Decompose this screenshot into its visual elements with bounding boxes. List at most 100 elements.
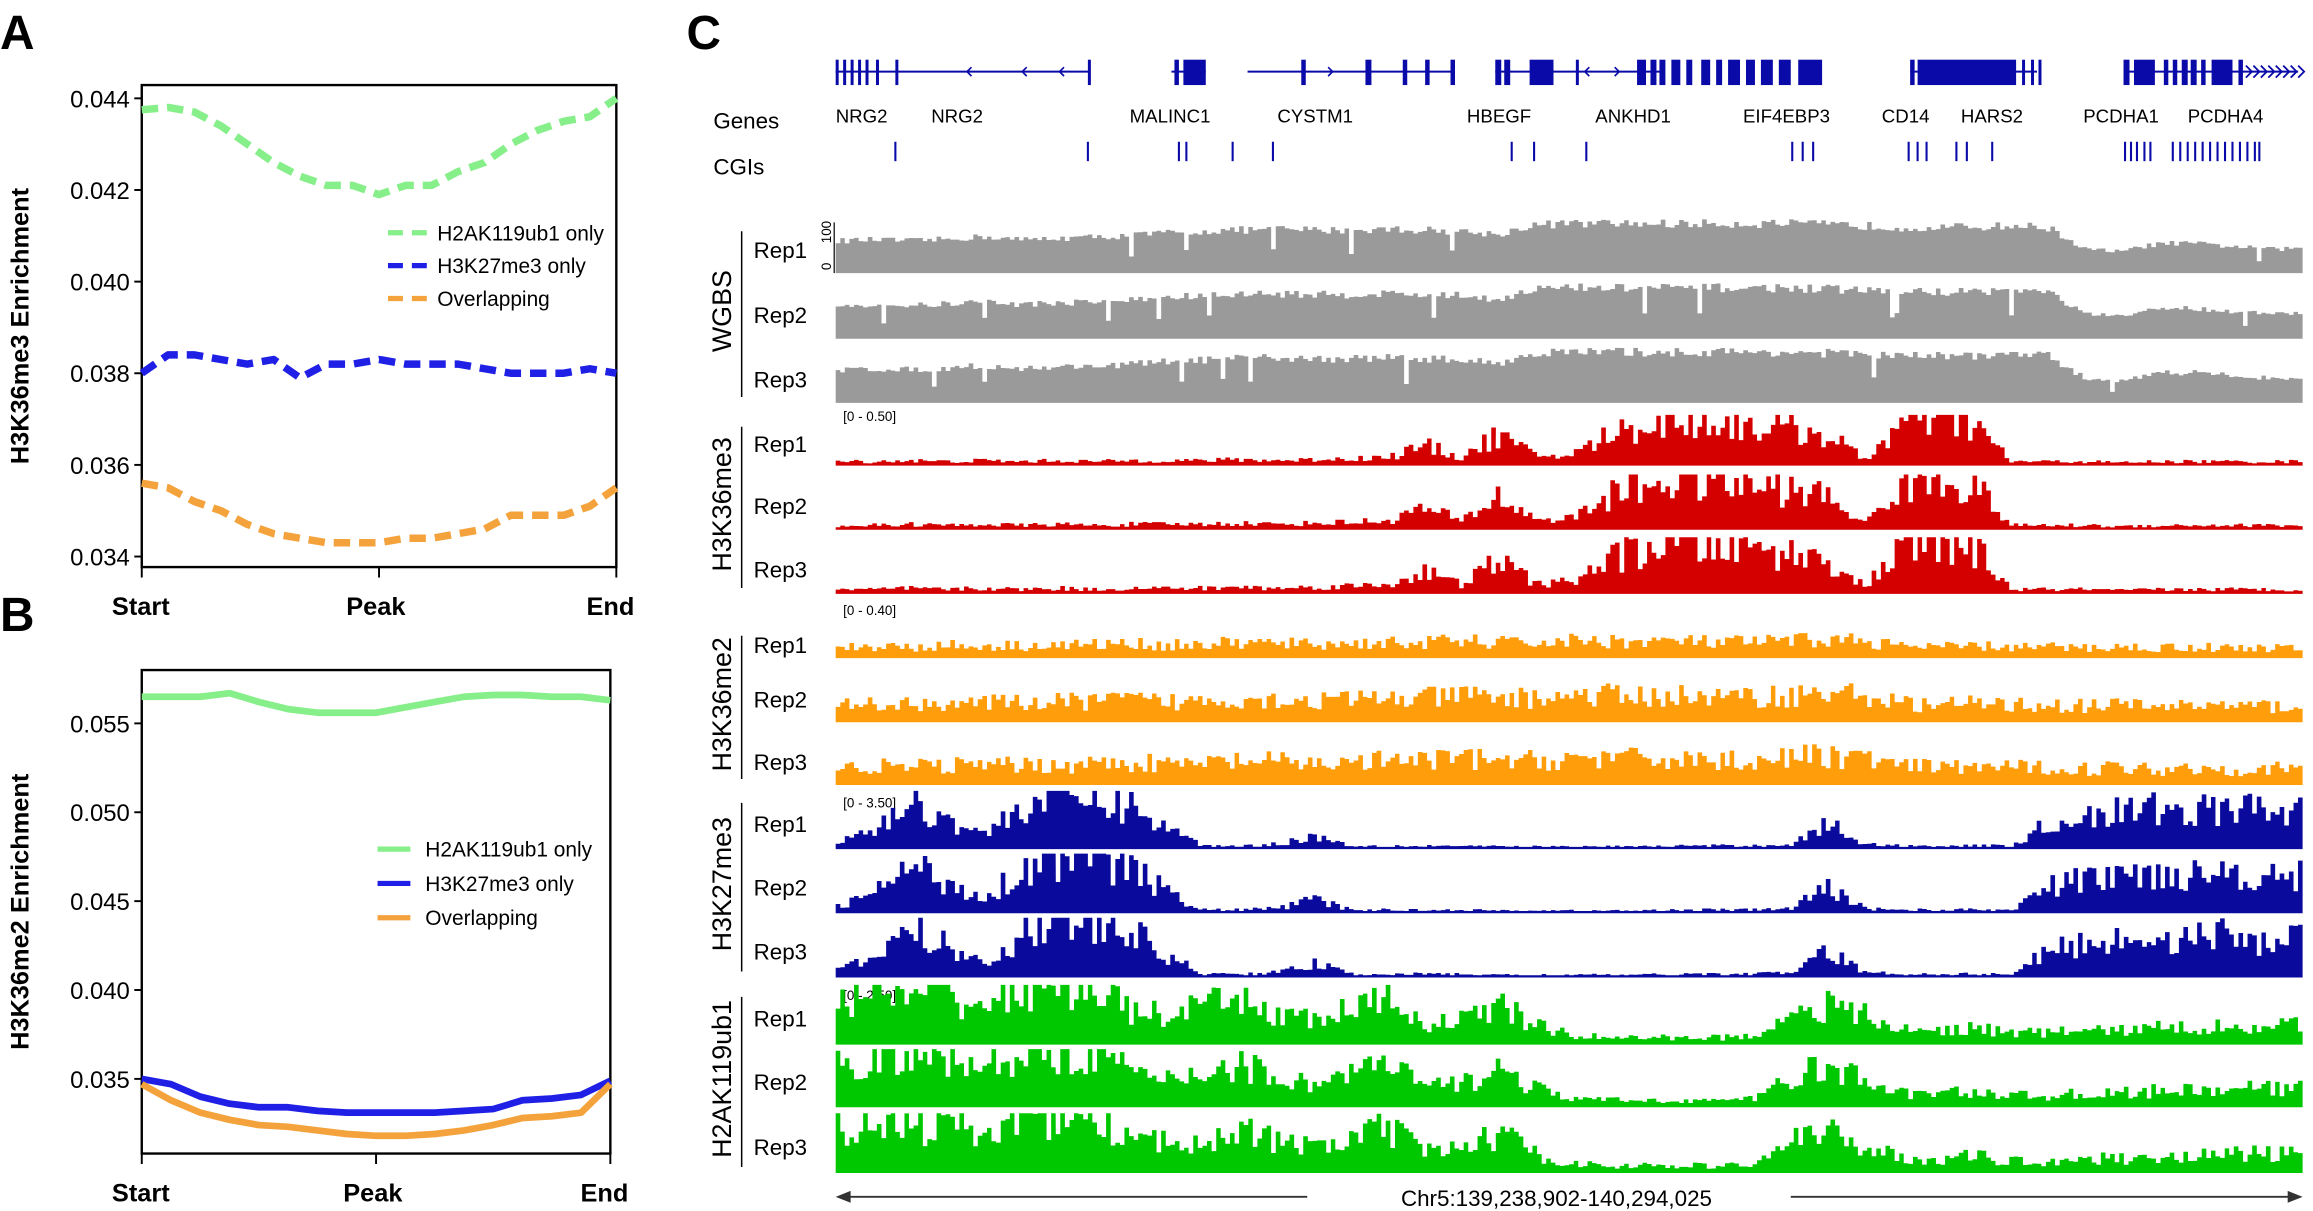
y-tick-label: 0.040 [70,270,130,297]
legend-label: Overlapping [425,907,538,930]
gene-exon [1365,59,1372,86]
strand-arrow-icon [2290,65,2298,79]
track-group-label: WGBS [707,270,737,352]
gene-label: HBEGF [1467,105,1531,126]
cgi-track [894,141,2261,162]
y-tick-label: 0.036 [70,453,130,480]
gene-exon [1716,59,1723,86]
strand-arrow-icon [2267,65,2276,79]
gene-label: MALINC1 [1130,105,1211,126]
gene-exon [2211,59,2233,86]
gene-exon [1798,59,1823,86]
replicate-label: Rep2 [754,687,808,712]
genes-track-label: Genes [713,108,779,133]
genome-browser: Genes CGIs NRG2 NRG2 MALINC1 CYSTM1 HBEGF ANK… [707,59,2306,1210]
gene-exon [1529,59,1554,86]
series-line-h2ak119ub1-only [141,689,611,717]
strand-arrow-icon [1021,66,1028,77]
y-tick-label: 0.038 [70,361,130,388]
track-group-label: H2AK119ub1 [707,1000,737,1158]
gene-exon [2181,59,2188,86]
y-tick-label: 0.034 [70,544,130,571]
series-line-overlapping [141,479,619,547]
strand-arrow-icon [2260,65,2269,79]
gene-exon [835,59,839,86]
gene-exon [875,59,879,86]
panel-label-b: B [0,589,34,642]
replicate-label: Rep2 [754,875,808,900]
wgbs-rep3-signal [835,347,2303,403]
strand-arrow-icon [1058,66,1065,77]
gene-exon [1745,59,1755,86]
gene-exon [1174,59,1179,86]
legend-label: H2AK119ub1 only [437,222,604,245]
gene-exon [1087,59,1091,86]
gene-exon [1637,59,1647,86]
gene-exon [2038,59,2042,86]
arrow-right-icon [2287,1190,2303,1203]
gene-exon [2123,59,2130,86]
gene-exon [843,59,847,86]
track-group-label: H3K36me2 [707,637,737,771]
h3k27me3-rep2-signal [835,853,2303,914]
gene-exon [2163,59,2169,86]
cgis-track-label: CGIs [713,155,764,180]
gene-label: PCDHA4 [2188,105,2264,126]
plot-frame [140,83,618,569]
region-ruler: Chr5:139,238,902-140,294,025 [835,1186,2303,1210]
gene-exon [1760,59,1773,86]
x-tick-label: Start [112,1179,170,1207]
y-tick-label: 0.050 [70,800,130,827]
y-tick-label: 0.035 [70,1067,130,1094]
h2ak119ub1-rep3-signal [835,1113,2303,1173]
track-group-h3k27me3: H3K27me3 [0 - 3.50] Rep1 Rep2 Rep3 [707,790,2303,978]
gene-exon [2190,59,2197,86]
gene-exon [1301,59,1306,86]
chart-a: 0.034 0.036 0.038 0.040 0.042 0.044 Start Peak E… [6,83,634,621]
legend-label: H3K27me3 only [425,873,574,896]
h3k27me3-rep1-signal [835,790,2303,850]
h3k36me2-rep3-signal [835,744,2303,785]
gene-exon [895,59,899,86]
gene-exon [858,59,862,86]
strand-arrow-icon [1327,66,1334,77]
gene-exon [850,59,854,86]
plot-frame [140,668,612,1155]
x-tick-label: Peak [346,593,406,621]
strand-arrow-icon [2252,65,2261,79]
wgbs-rep2-signal [835,283,2303,339]
strand-arrow-icon [1583,66,1590,77]
gene-exon [1425,59,1430,86]
chart-b: 0.035 0.040 0.045 0.050 0.055 Start Peak End H3K… [6,668,629,1207]
gene-exon [1450,59,1455,86]
h2ak119ub1-rep1-signal [835,984,2303,1045]
gene-exon [1701,59,1711,86]
signal-tracks: WGBS 0 100 Rep1 Rep2 Rep3 H3K36me3 [0 - 0.50] Re… [707,219,2303,1173]
gene-exon [2201,59,2206,86]
x-tick-label: End [581,1179,629,1207]
gene-exon [1650,59,1657,86]
replicate-label: Rep2 [754,303,808,328]
legend-label: H3K27me3 only [437,255,586,278]
h3k36me2-rep1-signal [835,633,2303,659]
gene-exon [2238,59,2243,86]
track-group-h3k36me2: H3K36me2 [0 - 0.40] Rep1 Rep2 Rep3 [707,603,2303,785]
x-tick-label: Start [112,593,170,621]
strand-arrow-icon [2245,65,2254,79]
strand-arrow-icon [2297,65,2306,79]
series-line-h3k27me3-only [141,1075,612,1117]
gene-exon [1778,59,1791,86]
track-group-label: H3K36me3 [707,437,737,571]
gene-exon [2133,59,2155,86]
strand-arrow-icon [2275,65,2283,79]
h3k36me3-rep1-signal [835,414,2303,466]
gene-exon [1402,59,1408,86]
gene-exon [2031,59,2035,86]
gene-label: EIF4EBP3 [1743,105,1830,126]
gene-label: CYSTM1 [1277,105,1353,126]
panel-label-c: C [686,7,720,60]
gene-exon [1495,59,1502,86]
gene-exon [1671,59,1681,86]
gene-label: CD14 [1882,105,1930,126]
gene-exon [865,59,869,86]
